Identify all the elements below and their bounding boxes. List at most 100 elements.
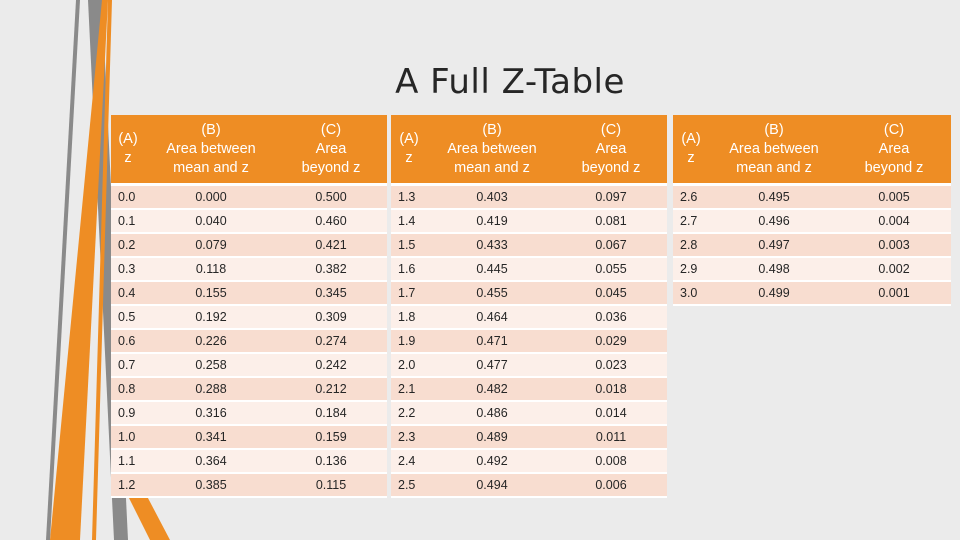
cell-area-between: 0.079 (147, 234, 275, 258)
table-row: 0.7 0.258 0.242 (111, 354, 387, 378)
cell-area-beyond: 0.097 (555, 186, 667, 210)
cell-area-beyond: 0.005 (837, 186, 951, 210)
cell-z: 0.9 (111, 402, 147, 426)
cell-z: 2.8 (673, 234, 711, 258)
column-header-area-beyond: (C) Area beyond z (837, 115, 951, 186)
cell-area-between: 0.316 (147, 402, 275, 426)
cell-area-beyond: 0.184 (275, 402, 387, 426)
table-row: 0.6 0.226 0.274 (111, 330, 387, 354)
table-row: 3.0 0.499 0.001 (673, 282, 951, 306)
cell-z: 1.1 (111, 450, 147, 474)
table-row: 2.8 0.497 0.003 (673, 234, 951, 258)
table-row: 0.5 0.192 0.309 (111, 306, 387, 330)
cell-z: 2.1 (391, 378, 429, 402)
table-body: 1.3 0.403 0.097 1.4 0.419 0.081 1.5 0.433 0.067 1… (391, 186, 667, 498)
cell-z: 0.7 (111, 354, 147, 378)
cell-area-beyond: 0.002 (837, 258, 951, 282)
cell-z: 0.6 (111, 330, 147, 354)
cell-area-beyond: 0.001 (837, 282, 951, 306)
table-row: 2.9 0.498 0.002 (673, 258, 951, 282)
cell-area-beyond: 0.011 (555, 426, 667, 450)
z-table-3: (A) z (B) Area between mean and z (C) Area be… (673, 115, 951, 306)
cell-z: 0.4 (111, 282, 147, 306)
table-row: 1.3 0.403 0.097 (391, 186, 667, 210)
cell-area-beyond: 0.274 (275, 330, 387, 354)
cell-area-beyond: 0.345 (275, 282, 387, 306)
column-header-area-beyond: (C) Area beyond z (275, 115, 387, 186)
cell-z: 0.5 (111, 306, 147, 330)
cell-area-between: 0.364 (147, 450, 275, 474)
cell-area-between: 0.155 (147, 282, 275, 306)
table-header-row: (A) z (B) Area between mean and z (C) Area be… (111, 115, 387, 186)
cell-area-between: 0.499 (711, 282, 837, 306)
table-row: 2.1 0.482 0.018 (391, 378, 667, 402)
cell-area-between: 0.403 (429, 186, 555, 210)
cell-area-beyond: 0.382 (275, 258, 387, 282)
column-header-area-between: (B) Area between mean and z (147, 115, 275, 186)
gray-stripe-1 (46, 0, 80, 540)
cell-area-beyond: 0.081 (555, 210, 667, 234)
cell-area-between: 0.433 (429, 234, 555, 258)
table-row: 2.3 0.489 0.011 (391, 426, 667, 450)
table-row: 1.6 0.445 0.055 (391, 258, 667, 282)
cell-area-between: 0.455 (429, 282, 555, 306)
cell-area-beyond: 0.421 (275, 234, 387, 258)
cell-area-between: 0.118 (147, 258, 275, 282)
cell-area-beyond: 0.045 (555, 282, 667, 306)
table-row: 0.8 0.288 0.212 (111, 378, 387, 402)
table-row: 1.7 0.455 0.045 (391, 282, 667, 306)
table-row: 2.6 0.495 0.005 (673, 186, 951, 210)
cell-area-between: 0.419 (429, 210, 555, 234)
page-title: A Full Z-Table (395, 62, 625, 102)
column-header-area-beyond: (C) Area beyond z (555, 115, 667, 186)
table-row: 0.4 0.155 0.345 (111, 282, 387, 306)
table-header-row: (A) z (B) Area between mean and z (C) Area be… (391, 115, 667, 186)
cell-area-between: 0.498 (711, 258, 837, 282)
cell-z: 2.7 (673, 210, 711, 234)
column-header-z: (A) z (391, 115, 429, 186)
z-table-2: (A) z (B) Area between mean and z (C) Area be… (391, 115, 667, 498)
cell-z: 2.9 (673, 258, 711, 282)
cell-area-beyond: 0.008 (555, 450, 667, 474)
cell-area-beyond: 0.018 (555, 378, 667, 402)
cell-area-beyond: 0.115 (275, 474, 387, 498)
cell-area-between: 0.464 (429, 306, 555, 330)
cell-z: 0.1 (111, 210, 147, 234)
cell-area-between: 0.489 (429, 426, 555, 450)
table-row: 1.1 0.364 0.136 (111, 450, 387, 474)
cell-z: 1.0 (111, 426, 147, 450)
table-row: 0.3 0.118 0.382 (111, 258, 387, 282)
table-row: 1.9 0.471 0.029 (391, 330, 667, 354)
cell-area-beyond: 0.055 (555, 258, 667, 282)
cell-area-beyond: 0.029 (555, 330, 667, 354)
cell-area-between: 0.495 (711, 186, 837, 210)
cell-z: 2.0 (391, 354, 429, 378)
table-row: 0.0 0.000 0.500 (111, 186, 387, 210)
cell-area-between: 0.497 (711, 234, 837, 258)
cell-z: 2.3 (391, 426, 429, 450)
cell-area-beyond: 0.242 (275, 354, 387, 378)
cell-area-between: 0.226 (147, 330, 275, 354)
cell-z: 1.7 (391, 282, 429, 306)
cell-area-beyond: 0.136 (275, 450, 387, 474)
cell-z: 3.0 (673, 282, 711, 306)
table-row: 2.5 0.494 0.006 (391, 474, 667, 498)
column-header-area-between: (B) Area between mean and z (429, 115, 555, 186)
cell-area-between: 0.445 (429, 258, 555, 282)
z-table-1: (A) z (B) Area between mean and z (C) Area be… (111, 115, 387, 498)
cell-area-beyond: 0.003 (837, 234, 951, 258)
table-row: 0.9 0.316 0.184 (111, 402, 387, 426)
cell-area-beyond: 0.309 (275, 306, 387, 330)
cell-area-between: 0.000 (147, 186, 275, 210)
cell-area-beyond: 0.023 (555, 354, 667, 378)
table-row: 2.4 0.492 0.008 (391, 450, 667, 474)
cell-z: 0.0 (111, 186, 147, 210)
table-row: 2.2 0.486 0.014 (391, 402, 667, 426)
table-header-row: (A) z (B) Area between mean and z (C) Area be… (673, 115, 951, 186)
cell-area-between: 0.192 (147, 306, 275, 330)
column-header-z: (A) z (673, 115, 711, 186)
orange-stripe-thin (92, 0, 112, 540)
cell-z: 1.9 (391, 330, 429, 354)
cell-area-beyond: 0.036 (555, 306, 667, 330)
